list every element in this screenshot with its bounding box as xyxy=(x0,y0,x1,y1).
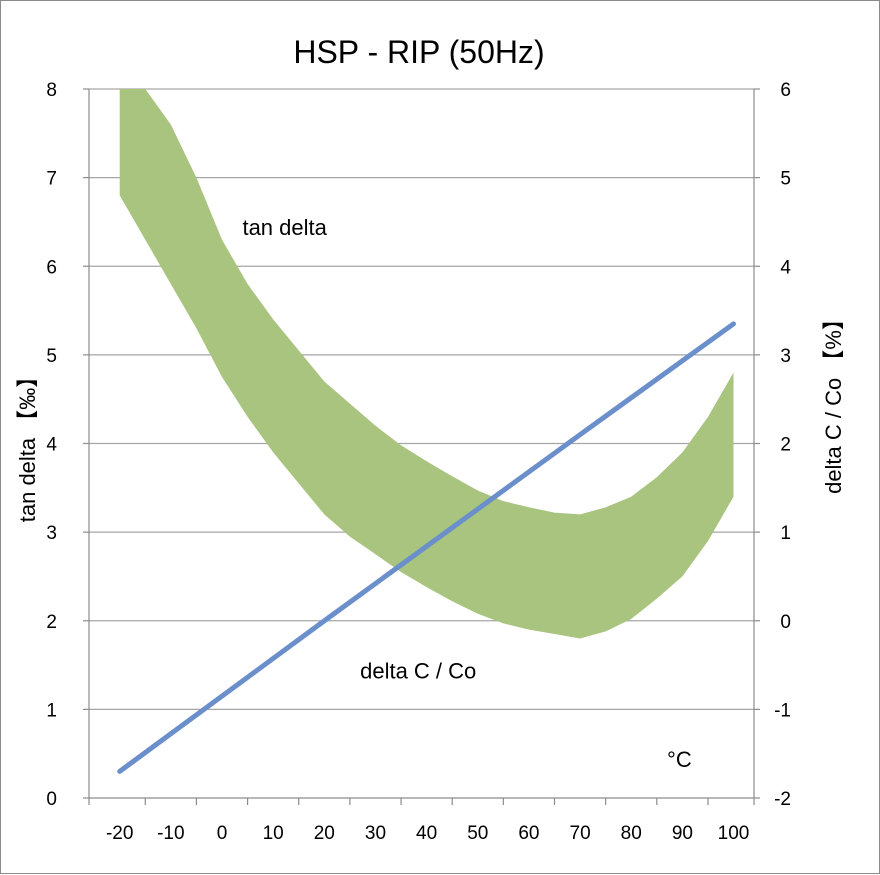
x-tick-label: 60 xyxy=(518,823,539,844)
y-right-tick-label: -1 xyxy=(774,700,791,721)
y-left-tick-label: 6 xyxy=(46,257,57,278)
y-left-tick-label: 5 xyxy=(46,346,57,367)
y-right-tick-label: 2 xyxy=(780,435,791,456)
tan-delta-band xyxy=(119,89,734,639)
chart-title: HSP - RIP (50Hz) xyxy=(293,34,544,70)
x-tick-label: 20 xyxy=(314,823,335,844)
y-axis-left-label: tan delta 【‰】 xyxy=(15,366,40,523)
y-right-tick-label: 6 xyxy=(780,80,791,101)
y-left-tick-label: 1 xyxy=(46,700,57,721)
x-tick-label: 40 xyxy=(416,823,437,844)
y-right-tick-label: 0 xyxy=(780,612,791,633)
tan-delta-band-layer xyxy=(119,89,734,639)
x-tick-label: -20 xyxy=(106,823,133,844)
y-axis-right-label: delta C / Co 【%】 xyxy=(821,308,846,494)
annotation-label: tan delta xyxy=(242,215,327,240)
annotation-label: °C xyxy=(667,747,692,772)
x-tick-label: -10 xyxy=(157,823,184,844)
y-left-tick-label: 8 xyxy=(46,80,57,101)
x-tick-label: 80 xyxy=(621,823,642,844)
delta-c-line xyxy=(117,321,736,774)
delta-c-line-layer xyxy=(117,321,736,774)
axes xyxy=(83,88,760,805)
x-tick-label: 90 xyxy=(672,823,693,844)
annotations: tan delta delta C / Co °C xyxy=(242,215,691,772)
x-tick-label: 30 xyxy=(365,823,386,844)
x-tick-label: 50 xyxy=(467,823,488,844)
x-tick-label: 0 xyxy=(217,823,228,844)
y-right-tick-label: 5 xyxy=(780,169,791,190)
y-right-tick-label: 1 xyxy=(780,523,791,544)
y-left-tick-label: 3 xyxy=(46,523,57,544)
y-right-tick-label: -2 xyxy=(774,789,791,810)
x-tick-label: 100 xyxy=(718,823,750,844)
y-left-tick-label: 7 xyxy=(46,169,57,190)
y-left-tick-label: 0 xyxy=(46,789,57,810)
x-tick-label: 70 xyxy=(570,823,591,844)
y-left-tick-label: 4 xyxy=(46,435,57,456)
y-right-tick-label: 3 xyxy=(780,346,791,367)
y-right-tick-label: 4 xyxy=(780,257,791,278)
y-left-tick-label: 2 xyxy=(46,612,57,633)
x-tick-label: 10 xyxy=(263,823,284,844)
annotation-label: delta C / Co xyxy=(360,658,476,683)
